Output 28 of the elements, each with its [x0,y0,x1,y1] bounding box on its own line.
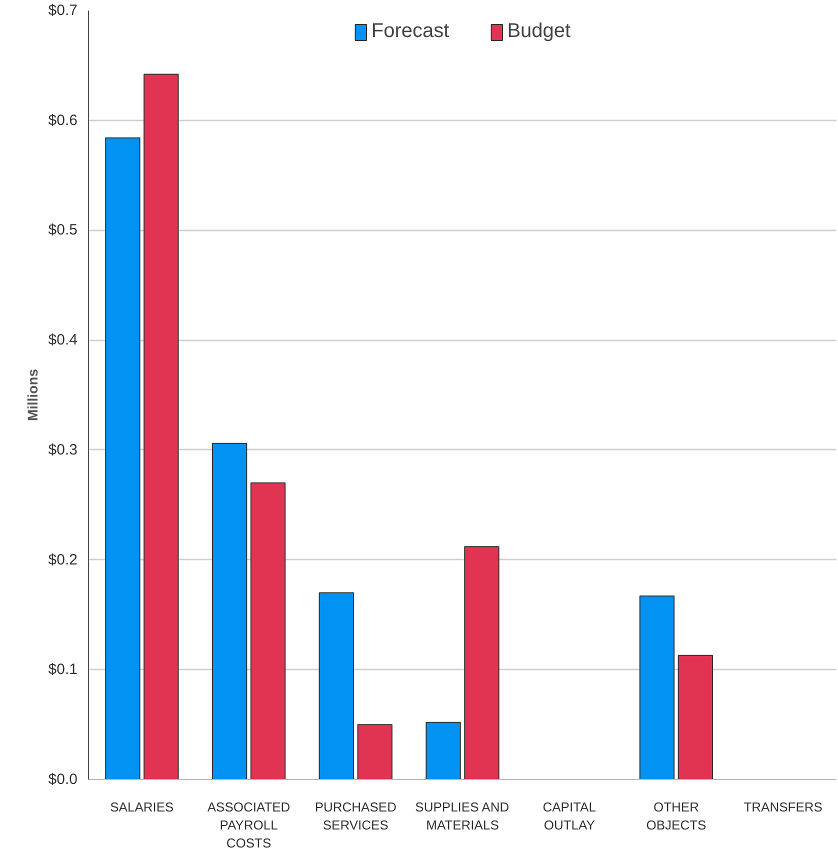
y-tick-label: $0.4 [48,332,78,349]
legend-label: Budget [507,20,571,43]
bar [212,442,248,780]
bar [678,654,714,780]
x-tick-label: ASSOCIATED PAYROLL COSTS [207,800,290,850]
y-tick-label: $0.2 [48,551,78,568]
y-tick-label: $0.0 [48,771,78,788]
bar [357,724,392,780]
y-tick-label: $0.6 [48,112,78,129]
x-tick-label: CAPITAL OUTLAY [542,800,596,832]
legend-label: Forecast [371,20,450,43]
x-tick-label: SUPPLIES AND MATERIALS [415,800,510,832]
x-tick-label: OTHER OBJECTS [646,800,707,832]
y-tick-label: $0.5 [48,222,78,239]
bar [105,137,140,780]
bar [639,596,675,780]
bar [426,722,461,780]
y-tick-label: $0.7 [48,2,78,19]
bar [318,592,354,780]
bar [464,546,500,780]
x-tick-label: PURCHASED SERVICES [314,800,396,832]
y-axis-title: Millions [24,368,40,422]
bar [144,74,179,780]
x-tick-label: TRANSFERS [744,800,823,814]
x-tick-label: SALARIES [110,800,174,814]
y-tick-label: $0.1 [48,661,78,678]
bar [250,482,286,780]
y-tick-label: $0.3 [48,441,78,458]
